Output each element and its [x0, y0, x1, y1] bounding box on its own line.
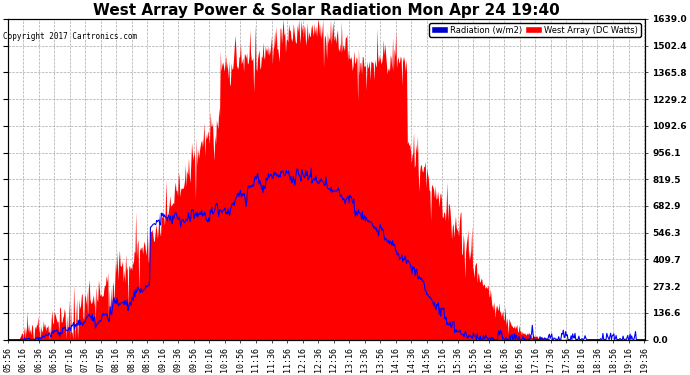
Legend: Radiation (w/m2), West Array (DC Watts): Radiation (w/m2), West Array (DC Watts) — [428, 23, 641, 37]
Title: West Array Power & Solar Radiation Mon Apr 24 19:40: West Array Power & Solar Radiation Mon A… — [93, 3, 560, 18]
Text: Copyright 2017 Cartronics.com: Copyright 2017 Cartronics.com — [3, 32, 137, 41]
